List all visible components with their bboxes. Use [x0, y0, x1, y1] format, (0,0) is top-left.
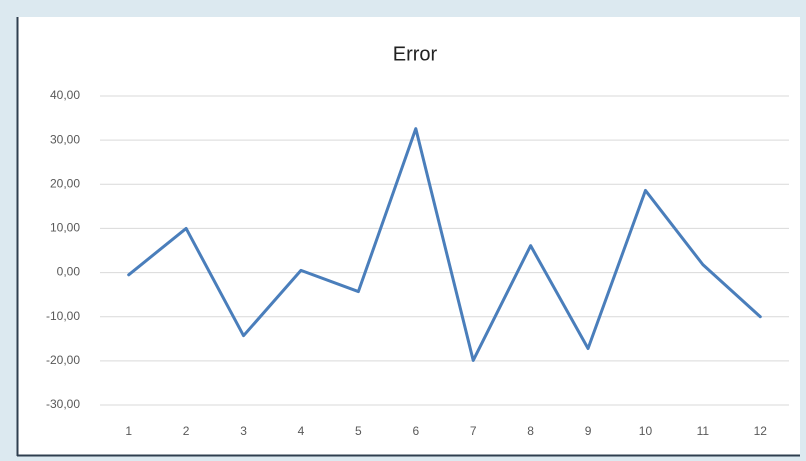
- x-tick-label: 2: [183, 424, 190, 438]
- chart-title: Error: [393, 43, 438, 65]
- y-tick-label: 20,00: [50, 176, 80, 190]
- y-tick-label: -20,00: [46, 353, 80, 367]
- x-tick-label: 6: [412, 424, 419, 438]
- x-tick-label: 11: [697, 424, 710, 438]
- x-tick-label: 5: [355, 424, 362, 438]
- x-tick-label: 3: [240, 424, 247, 438]
- y-tick-label: 40,00: [50, 88, 80, 102]
- data-line: [127, 127, 762, 362]
- x-tick-label: 8: [527, 424, 534, 438]
- x-tick-label: 12: [754, 424, 768, 438]
- y-tick-label: 30,00: [50, 132, 80, 146]
- chart-area: [17, 17, 800, 456]
- x-tick-label: 1: [125, 424, 132, 438]
- x-tick-label: 10: [639, 424, 653, 438]
- y-tick-label: 10,00: [50, 221, 80, 235]
- y-tick-label: 0,00: [57, 265, 81, 279]
- x-tick-label: 9: [585, 424, 592, 438]
- x-tick-label: 4: [298, 424, 305, 438]
- y-tick-label: -30,00: [46, 397, 80, 411]
- y-tick-label: -10,00: [46, 309, 80, 323]
- x-tick-label: 7: [470, 424, 477, 438]
